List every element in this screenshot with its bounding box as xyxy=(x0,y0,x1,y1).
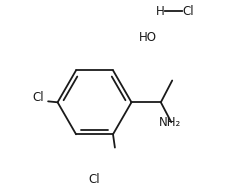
Text: Cl: Cl xyxy=(89,173,100,186)
Text: Cl: Cl xyxy=(183,5,194,18)
Text: HO: HO xyxy=(139,31,157,44)
Text: Cl: Cl xyxy=(32,91,44,104)
Text: H: H xyxy=(155,5,164,18)
Text: NH₂: NH₂ xyxy=(159,116,181,129)
